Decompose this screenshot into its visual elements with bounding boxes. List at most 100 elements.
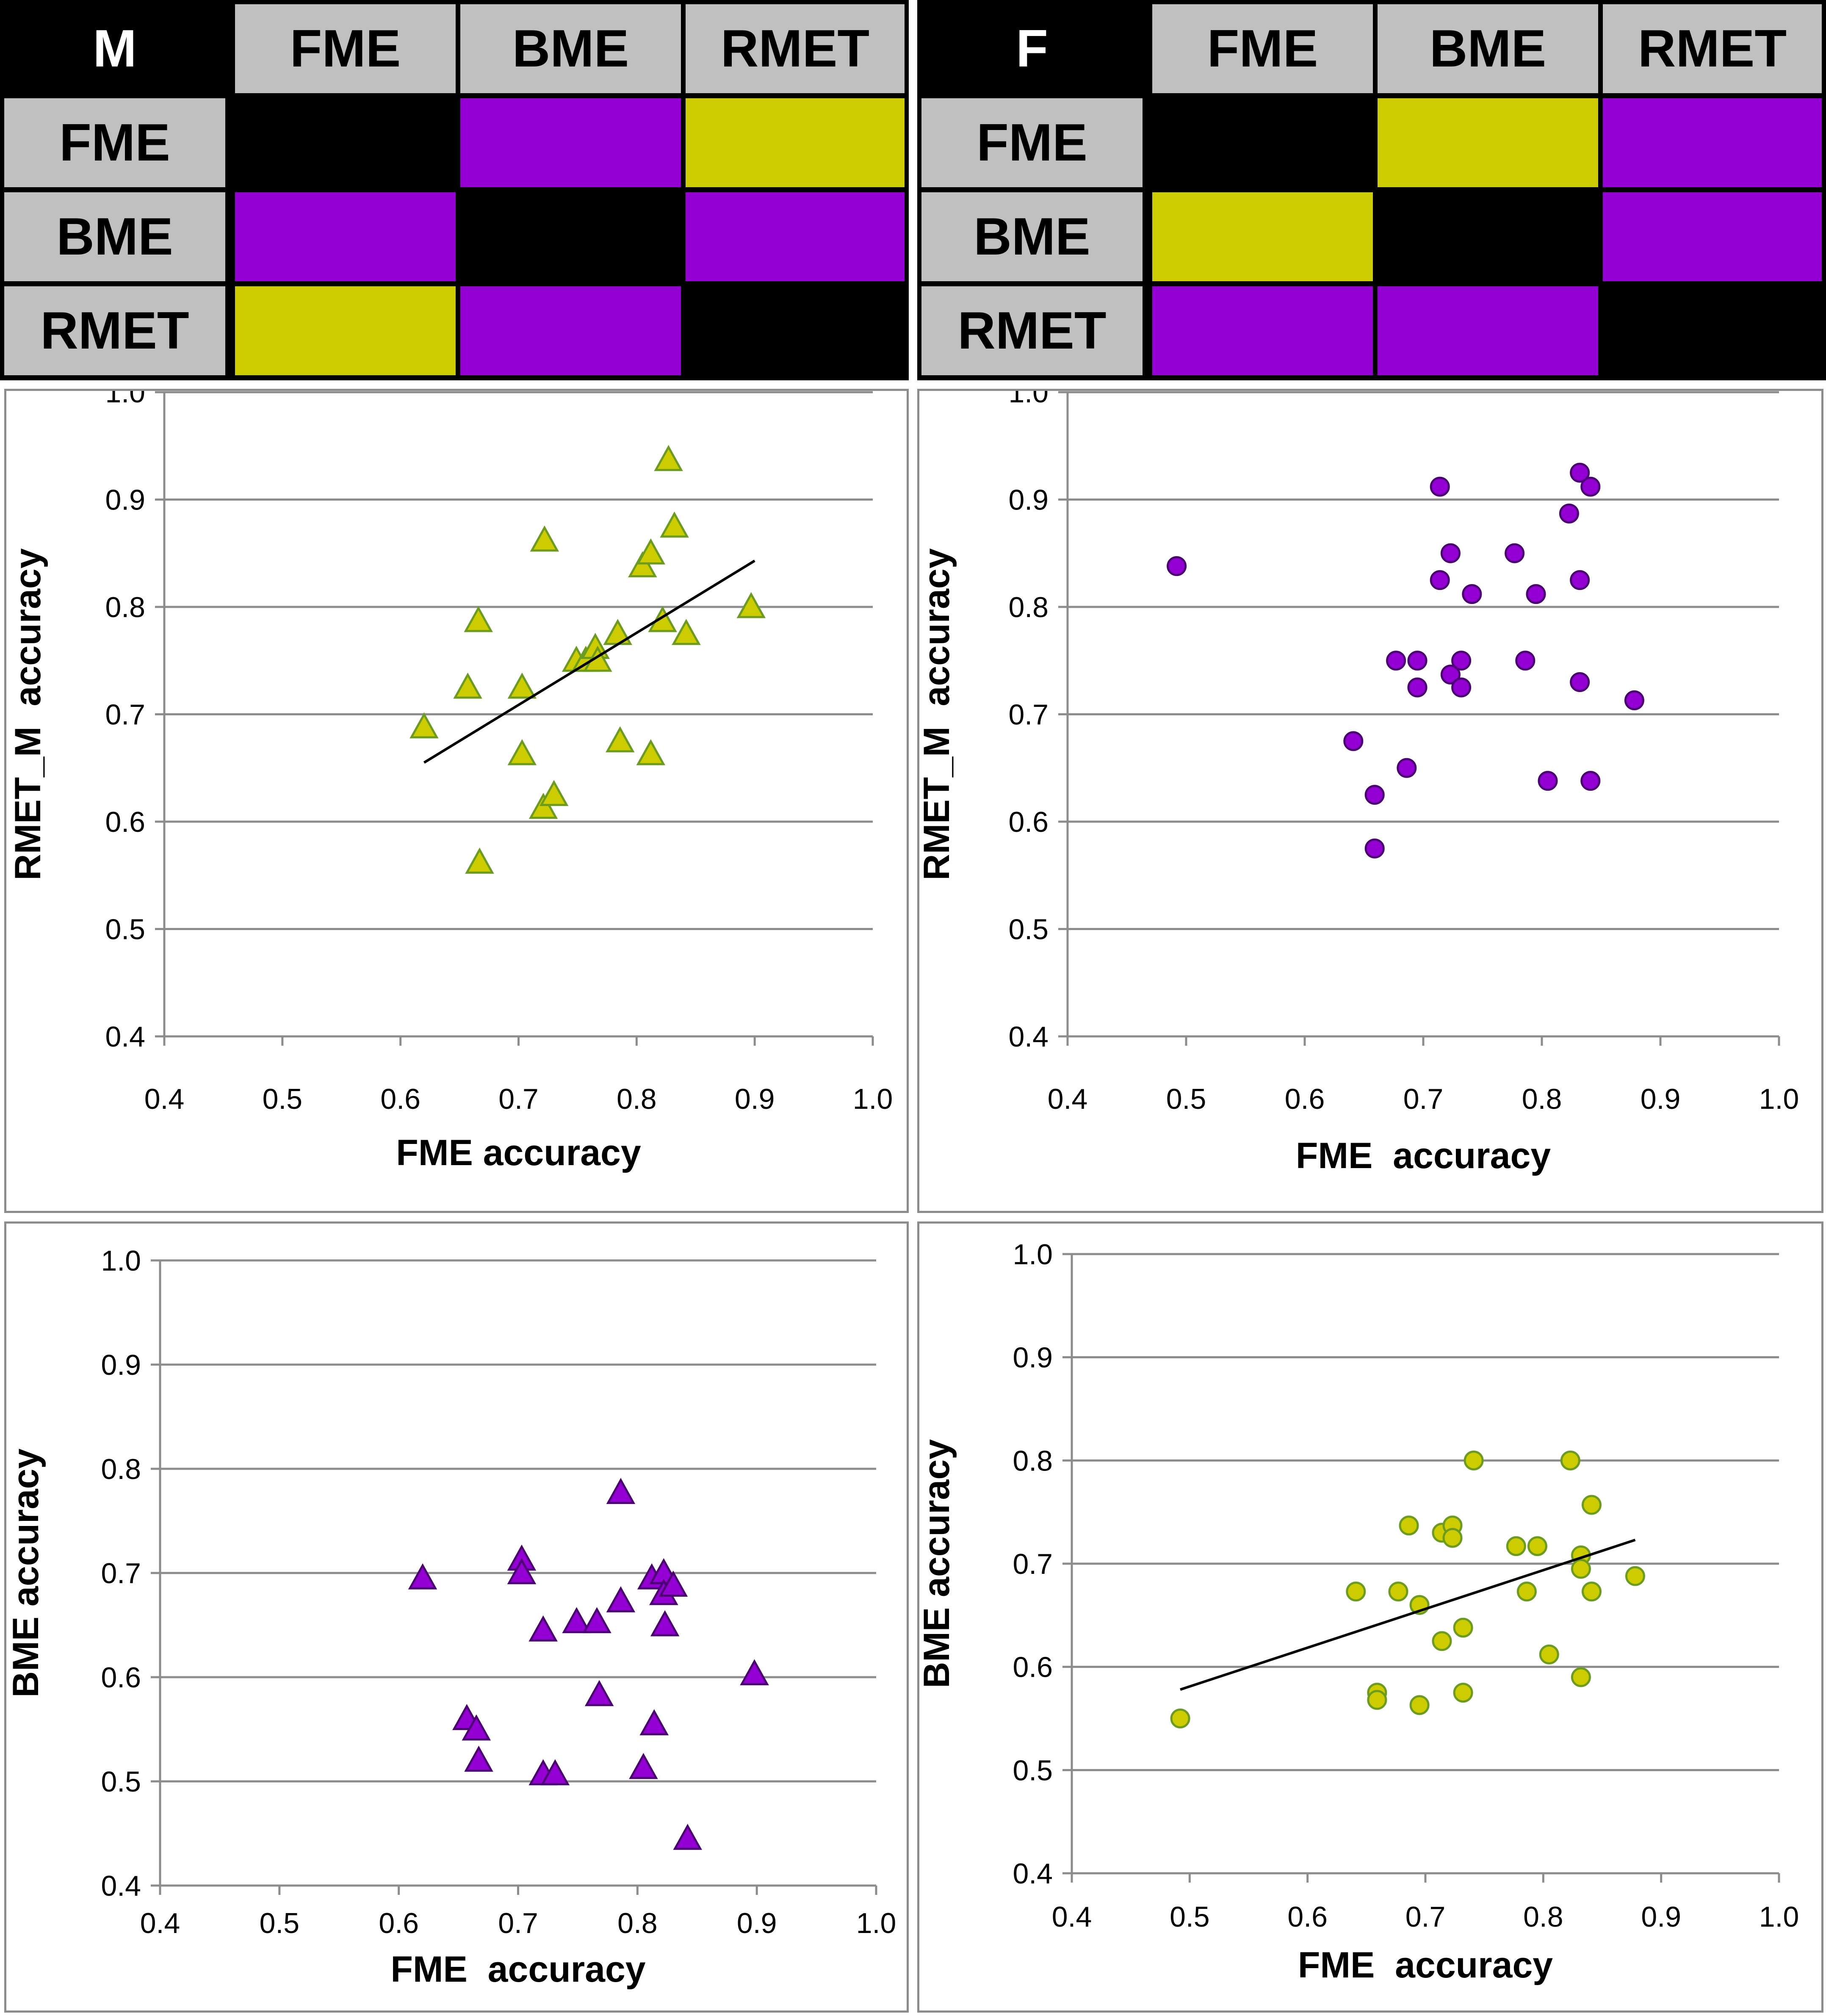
data-point [740,1659,769,1686]
x-tick-label: 0.4 [1048,1083,1088,1115]
y-tick-label: 0.8 [101,1453,141,1485]
data-point [409,712,439,739]
y-tick-label: 1.0 [1008,391,1049,409]
y-tick-label: 0.8 [1013,1445,1053,1477]
data-point [507,1558,537,1584]
x-tick-label: 0.9 [1641,1083,1681,1115]
y-tick-label: 0.9 [101,1349,141,1381]
data-point [1560,1450,1580,1470]
scatter-plot-f-fme-bme: 0.4 0.5 0.6 0.7 0.8 0.9 1.0 0.4 0.5 0.6 0.7 0.8 0.9 1… [919,1238,1799,1986]
data-point [628,551,657,578]
x-tick-label: 0.5 [1166,1083,1206,1115]
x-tick-label: 0.9 [1641,1901,1681,1933]
y-tick-label: 0.6 [1013,1651,1053,1684]
data-point [736,592,766,618]
data-point [606,1586,636,1612]
matrix-cell-rmet-rmet [686,286,905,375]
y-tick-label: 0.4 [1013,1858,1053,1890]
matrix-row-header-fme: FME [921,98,1143,187]
data-point [1571,1559,1591,1579]
data-point [1539,1644,1559,1664]
x-tick-label: 0.8 [1522,1083,1562,1115]
data-point [1559,503,1579,523]
data-point [1451,651,1472,671]
data-point [1442,1528,1463,1548]
data-point [1440,665,1461,685]
y-tick-label: 0.9 [1008,484,1049,516]
y-tick-label: 0.9 [1013,1342,1053,1374]
x-tick-label: 0.8 [1523,1901,1563,1933]
x-tick-label: 0.4 [144,1083,185,1115]
data-point [636,739,666,765]
data-point [453,672,482,699]
data-point [1538,771,1558,791]
scatter-panel-f-fme-bme: 0.4 0.5 0.6 0.7 0.8 0.9 1.0 0.4 0.5 0.6 0.7 0.8 0.9 1… [917,1221,1823,2013]
matrix-cell-rmet-fme [235,286,456,375]
y-tick-label: 0.5 [1013,1754,1053,1786]
data-point [1346,1581,1366,1602]
x-tick-label: 0.6 [380,1083,421,1115]
x-axis-label: FME accuracy [1296,1135,1551,1176]
data-point [1570,672,1590,692]
data-point [1570,570,1590,590]
y-tick-label: 0.7 [1013,1548,1053,1580]
data-point [1580,476,1601,497]
data-point [1451,677,1472,698]
matrix-cell-bme-bme [1378,192,1598,281]
matrix-row-header-fme: FME [4,98,225,187]
x-tick-label: 0.5 [1170,1901,1210,1933]
data-point [528,792,558,819]
y-axis-label: BME accuracy [6,1448,46,1698]
y-tick-label: 0.6 [105,806,145,838]
data-point [464,606,493,632]
data-point [507,672,537,699]
data-point [584,1680,614,1706]
y-tick-label: 0.8 [1008,591,1049,623]
y-tick-label: 0.7 [105,699,145,731]
data-point [1364,785,1385,805]
data-point [1462,584,1482,604]
data-point [408,1563,437,1590]
x-axis-label: FME accuracy [396,1133,641,1173]
y-tick-label: 0.9 [105,484,145,516]
data-point [464,1745,493,1772]
data-point [562,1607,591,1634]
matrix-col-header-bme: BME [460,4,681,93]
data-point [1364,838,1385,858]
matrix-col-header-fme: FME [1152,4,1373,93]
data-point [629,1753,658,1779]
data-point [539,780,569,806]
data-point [1399,1515,1419,1536]
scatter-plot-m-fme-rmet: 0.4 0.5 0.6 0.7 0.8 0.9 1.0 0.4 0.5 0.6 0.7 0.8 0.9 1… [8,391,893,1173]
matrix-cell-rmet-fme [1152,286,1373,375]
data-point [1581,1581,1602,1602]
matrix-row-header-rmet: RMET [921,286,1143,375]
data-point [1453,1683,1473,1703]
data-point [507,739,537,765]
data-point [660,511,689,538]
matrix-cell-bme-fme [235,192,456,281]
trendline [1180,1539,1636,1691]
data-point [1167,556,1187,576]
matrix-cell-fme-bme [1378,98,1598,187]
data-point [1409,1695,1430,1715]
y-tick-label: 0.5 [101,1766,141,1798]
matrix-corner-label-m: M [4,4,225,93]
matrix-cell-fme-fme [235,98,456,187]
x-tick-label: 0.5 [263,1083,303,1115]
data-point [639,1709,669,1736]
matrix-row-header-rmet: RMET [4,286,225,375]
y-tick-label: 0.6 [1008,806,1049,838]
matrix-col-header-bme: BME [1378,4,1598,93]
x-tick-label: 0.4 [140,1907,180,1939]
scatter-panel-f-fme-rmet: 0.4 0.5 0.6 0.7 0.8 0.9 1.0 0.4 0.5 0.6 0.7 0.8 0.9 1… [917,389,1823,1213]
data-point [1570,462,1590,483]
y-axis-label: RMET_M accuracy [8,548,48,880]
data-point [606,1478,636,1504]
data-point [1343,731,1364,751]
y-tick-label: 0.8 [105,591,145,623]
x-tick-label: 0.5 [260,1907,300,1939]
matrix-cell-fme-rmet [1603,98,1822,187]
matrix-cell-bme-fme [1152,192,1373,281]
y-axis-label: BME accuracy [919,1439,957,1688]
